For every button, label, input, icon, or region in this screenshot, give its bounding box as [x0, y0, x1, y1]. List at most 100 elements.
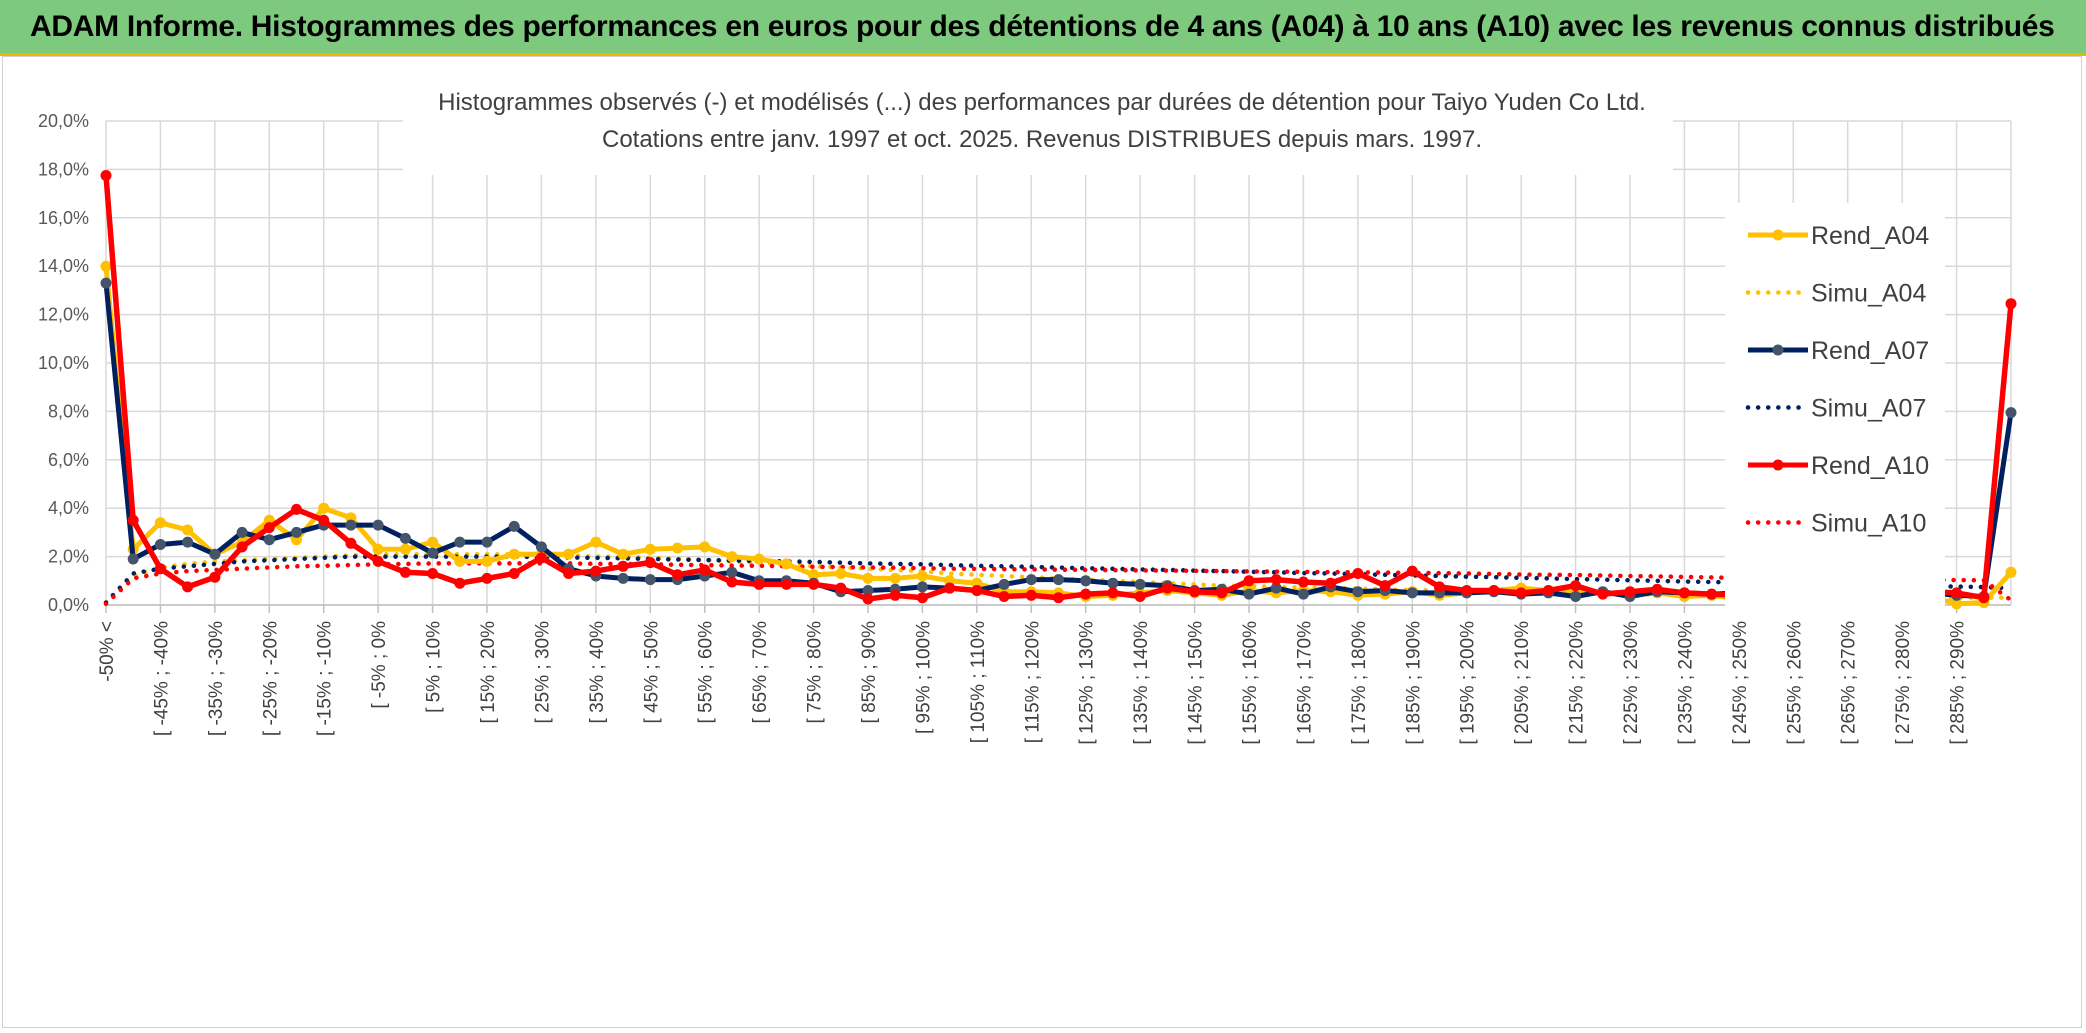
data-point: [1624, 586, 1636, 598]
data-point: [644, 557, 656, 569]
data-point: [944, 582, 956, 594]
chart-title: Histogrammes observés (-) et modélisés (…: [438, 89, 1646, 116]
x-tick-label: [ 85% ; 90%: [859, 621, 880, 724]
legend-label: Rend_A07: [1811, 337, 1929, 365]
data-point: [1053, 592, 1064, 604]
data-point: [508, 548, 520, 560]
data-point: [1243, 588, 1255, 600]
data-point: [1515, 587, 1527, 599]
legend-label: Simu_A10: [1811, 510, 1926, 538]
data-point: [1651, 583, 1663, 595]
data-point: [808, 569, 820, 581]
data-point: [808, 578, 820, 590]
data-point: [1597, 588, 1609, 600]
x-tick-label: [ -5% ; 0%: [369, 621, 390, 709]
chart-frame: 0,0% 2,0% 4,0% 6,0% 8,0% 10,0% 12,0% 14,0% 16,0%…: [2, 56, 2082, 1028]
data-point: [1189, 586, 1201, 598]
series-rend-a10: [100, 170, 2017, 605]
data-point: [835, 582, 847, 594]
data-point: [372, 519, 384, 531]
data-point: [2005, 407, 2017, 419]
x-tick-label: [ 275% ; 280%: [1893, 621, 1914, 745]
data-point: [1570, 591, 1582, 602]
data-point: [1297, 576, 1309, 588]
data-point: [1406, 565, 1418, 577]
data-point: [209, 571, 221, 583]
x-tick-label: [ 115% ; 120%: [1022, 621, 1043, 743]
data-point: [127, 514, 139, 526]
y-tick-label: 2,0%: [48, 547, 89, 567]
data-point: [1978, 592, 1990, 604]
legend-item: Simu_A04: [1745, 280, 1926, 308]
x-tick-label: [ 205% ; 210%: [1512, 621, 1533, 745]
x-tick-label: [ -15% ; -10%: [315, 621, 336, 736]
y-tick-label: 16,0%: [38, 208, 89, 228]
data-point: [291, 526, 302, 538]
data-point: [1134, 591, 1146, 602]
report-title: ADAM Informe. Histogrammes des performan…: [30, 9, 2055, 43]
y-tick-label: 6,0%: [48, 450, 89, 470]
legend-marker: [1772, 344, 1784, 356]
y-axis: 0,0% 2,0% 4,0% 6,0% 8,0% 10,0% 12,0% 14,0% 16,0%…: [38, 111, 89, 615]
data-point: [127, 553, 139, 565]
legend-label: Simu_A07: [1811, 395, 1926, 423]
x-tick-label: [ -25% ; -20%: [260, 621, 281, 736]
x-tick-label: [ 145% ; 150%: [1186, 621, 1207, 745]
data-point: [454, 536, 466, 548]
report-banner: ADAM Informe. Histogrammes des performan…: [0, 0, 2086, 56]
data-point: [535, 541, 547, 553]
data-point: [372, 555, 384, 567]
data-point: [454, 555, 466, 567]
data-point: [563, 568, 575, 579]
data-point: [399, 532, 411, 544]
x-tick-label: [ 255% ; 260%: [1784, 621, 1805, 745]
x-tick-label: [ 225% ; 230%: [1621, 621, 1642, 745]
data-point: [427, 547, 439, 559]
data-point: [100, 260, 112, 272]
data-point: [780, 558, 792, 570]
chart-subtitle: Cotations entre janv. 1997 et oct. 2025.…: [602, 126, 1482, 153]
data-point: [263, 522, 275, 534]
data-point: [1951, 598, 1963, 610]
legend-item: Rend_A10: [1748, 452, 1929, 480]
data-point: [699, 541, 711, 553]
x-tick-label: [ -35% ; -30%: [206, 621, 227, 736]
data-point: [318, 514, 330, 526]
data-point: [1053, 574, 1064, 586]
data-point: [2005, 298, 2017, 310]
y-tick-label: 14,0%: [38, 256, 89, 276]
x-tick-label: [ 175% ; 180%: [1349, 621, 1370, 745]
data-point: [1951, 587, 1963, 599]
x-tick-label: [ 65% ; 70%: [750, 621, 771, 724]
x-tick-label: [ 135% ; 140%: [1131, 621, 1152, 745]
data-point: [263, 534, 275, 546]
data-point: [535, 552, 547, 564]
data-point: [889, 572, 901, 584]
legend-label: Rend_A10: [1811, 452, 1929, 480]
data-point: [726, 551, 738, 563]
data-point: [100, 170, 112, 181]
y-tick-label: 10,0%: [38, 353, 89, 373]
data-point: [753, 578, 765, 590]
data-point: [590, 536, 602, 548]
data-point: [508, 568, 520, 579]
data-point: [1270, 582, 1282, 594]
data-point: [916, 570, 928, 582]
legend-marker: [1772, 459, 1784, 471]
x-tick-label: [ 195% ; 200%: [1458, 621, 1479, 745]
data-point: [372, 543, 384, 555]
data-point: [617, 572, 629, 584]
data-point: [1216, 587, 1228, 599]
data-point: [1161, 582, 1173, 594]
legend-marker: [1772, 229, 1784, 241]
data-point: [182, 581, 194, 593]
data-point: [154, 563, 166, 575]
data-point: [862, 585, 874, 596]
data-point: [753, 553, 765, 565]
data-point: [1325, 577, 1337, 589]
data-point: [726, 576, 738, 588]
data-point: [1461, 585, 1473, 596]
y-tick-label: 8,0%: [48, 401, 89, 421]
data-point: [100, 277, 112, 289]
x-tick-label: [ 15% ; 20%: [478, 621, 499, 724]
